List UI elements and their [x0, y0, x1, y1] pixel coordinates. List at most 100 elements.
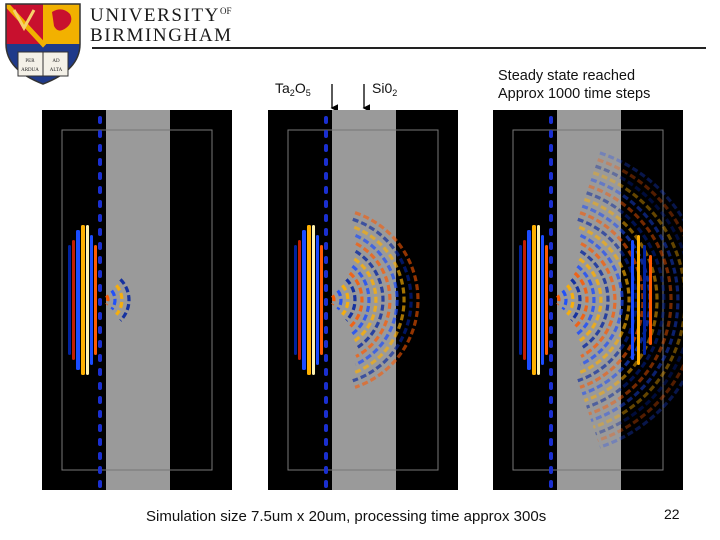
interface-mark — [98, 382, 102, 390]
source-stripe — [294, 245, 297, 355]
transmitted-stripe — [649, 255, 652, 345]
interface-mark — [549, 312, 553, 320]
wavefront — [354, 233, 399, 367]
source-stripe — [68, 245, 71, 355]
interface-mark — [549, 116, 553, 124]
interface-mark — [549, 466, 553, 474]
transmitted-stripe — [643, 245, 646, 355]
simulation-boundary — [287, 129, 439, 471]
wavefront — [119, 278, 131, 322]
university-line2: BIRMINGHAM — [90, 25, 233, 46]
interface-mark — [324, 340, 328, 348]
interface-mark — [98, 480, 102, 488]
interface-mark — [98, 116, 102, 124]
interface-mark — [549, 144, 553, 152]
interface-mark — [98, 466, 102, 474]
source-stripe — [72, 240, 75, 360]
interface-mark — [324, 452, 328, 460]
wavefront — [115, 284, 124, 316]
source-stripe — [532, 225, 536, 375]
interface-mark — [98, 326, 102, 334]
interface-mark — [324, 186, 328, 194]
interface-mark — [98, 298, 102, 306]
wavefront — [579, 233, 624, 367]
interface-mark — [98, 284, 102, 292]
steady-line1: Steady state reached — [498, 68, 636, 84]
interface-mark — [98, 312, 102, 320]
wavefront — [348, 271, 364, 329]
interface-mark — [324, 200, 328, 208]
interface-mark — [549, 326, 553, 334]
wavefront — [588, 184, 673, 416]
wavefront — [354, 249, 385, 351]
wavefront — [353, 257, 378, 343]
interface-mark — [549, 256, 553, 264]
source-stripe — [316, 235, 319, 365]
sio2-label: Si02 — [372, 80, 398, 98]
university-name: UNIVERSITYOF BIRMINGHAM — [90, 6, 233, 45]
wavefront — [556, 294, 561, 306]
crest-motto-1: PER — [25, 59, 35, 64]
interface-mark — [324, 130, 328, 138]
wavefront — [352, 217, 413, 383]
interface-mark — [324, 312, 328, 320]
interface-mark — [98, 410, 102, 418]
interface-mark — [324, 284, 328, 292]
wavefront — [580, 242, 617, 358]
interface-mark — [324, 242, 328, 250]
wavefront — [331, 294, 336, 306]
interface-mark — [98, 452, 102, 460]
interface-mark — [98, 340, 102, 348]
source-stripe — [537, 225, 540, 375]
wavefront — [578, 225, 631, 375]
interface-mark — [324, 410, 328, 418]
steady-state-label: Steady state reached Approx 1000 time st… — [498, 67, 650, 103]
oxide-layer — [557, 110, 621, 490]
source-stripe — [545, 245, 548, 355]
interface-mark — [549, 424, 553, 432]
interface-mark — [549, 172, 553, 180]
interface-mark — [549, 354, 553, 362]
simulation-panel-steady — [493, 110, 683, 490]
wavefront — [351, 264, 371, 336]
steady-line2: Approx 1000 time steps — [498, 86, 651, 103]
crest-motto-4: ALTA — [50, 68, 63, 73]
interface-mark — [324, 396, 328, 404]
wavefront — [336, 289, 343, 311]
simulation-panel-early — [42, 110, 232, 490]
source-stripe — [312, 225, 315, 375]
university-of: OF — [220, 6, 232, 16]
interface-mark — [324, 270, 328, 278]
interface-mark — [98, 256, 102, 264]
interface-mark — [98, 186, 102, 194]
wavefront — [583, 197, 659, 403]
university-crest-logo: PER ARDUA AD ALTA — [5, 3, 81, 85]
interface-mark — [98, 270, 102, 278]
transmitted-stripe — [631, 240, 634, 360]
wavefront — [570, 278, 582, 322]
interface-mark — [324, 326, 328, 334]
interface-mark — [549, 368, 553, 376]
interface-mark — [549, 242, 553, 250]
interface-mark — [98, 396, 102, 404]
interface-mark — [549, 438, 553, 446]
wavefront — [592, 171, 683, 429]
interface-mark — [324, 466, 328, 474]
wavefront — [341, 284, 350, 316]
wavefront — [566, 284, 575, 316]
interface-mark — [324, 228, 328, 236]
header-rule — [92, 47, 706, 49]
source-stripe — [302, 230, 306, 370]
wavefront — [579, 249, 610, 351]
wavefront — [590, 177, 680, 423]
interface-mark — [549, 382, 553, 390]
source-stripe — [76, 230, 80, 370]
interface-mark — [98, 368, 102, 376]
interface-mark — [549, 130, 553, 138]
interface-mark — [549, 396, 553, 404]
oxide-layer — [106, 110, 170, 490]
interface-mark — [549, 298, 553, 306]
source-stripe — [519, 245, 522, 355]
source-stripe — [90, 235, 93, 365]
simulation-boundary — [61, 129, 213, 471]
